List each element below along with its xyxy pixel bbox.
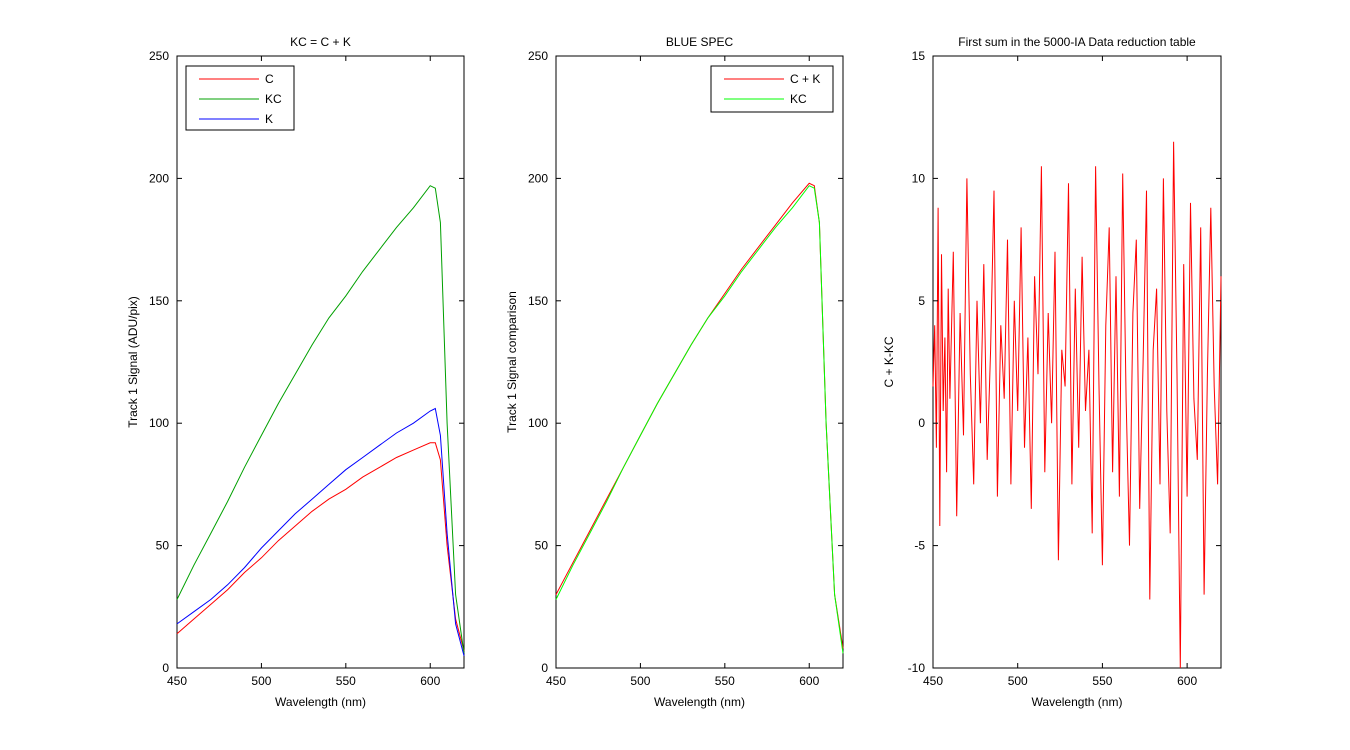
x-tick-label: 600 [799, 674, 819, 688]
y-tick-label: 0 [541, 661, 548, 675]
legend: C KC K [185, 65, 295, 131]
y-tick-label: 250 [149, 49, 169, 63]
legend-label: KC [265, 92, 282, 106]
series-line-kc [555, 185, 844, 654]
axes-box [176, 55, 465, 669]
y-tick-label: 0 [918, 416, 925, 430]
y-tick-label: 100 [528, 416, 548, 430]
y-axis-label: C + K-KC [882, 336, 896, 387]
chart-title: KC = C + K [290, 35, 351, 49]
y-tick-label: 200 [528, 171, 548, 185]
x-tick-label: 500 [251, 674, 271, 688]
chart-title: First sum in the 5000-IA Data reduction … [958, 35, 1196, 49]
legend-label: C [265, 72, 274, 86]
legend: C + K KC [710, 65, 834, 113]
x-tick-label: 600 [420, 674, 440, 688]
series-line-k [176, 407, 465, 656]
y-tick-label: 200 [149, 171, 169, 185]
legend-box [710, 65, 834, 113]
y-tick-label: 50 [535, 539, 549, 553]
x-tick-label: 600 [1177, 674, 1197, 688]
x-tick-label: 550 [336, 674, 356, 688]
y-tick-label: -10 [908, 661, 926, 675]
chart-1: 450 500 550 600 0 50 100 150 200 250 KC = C + K Wav… [126, 35, 465, 709]
legend-label: C + K [790, 72, 820, 86]
x-tick-label: 500 [630, 674, 650, 688]
chart-title: BLUE SPEC [666, 35, 734, 49]
x-tick-label: 550 [1092, 674, 1112, 688]
axes-box [555, 55, 844, 669]
x-tick-label: 500 [1008, 674, 1028, 688]
y-tick-label: 100 [149, 416, 169, 430]
y-tick-label: 50 [156, 539, 170, 553]
x-axis-label: Wavelength (nm) [1032, 695, 1123, 709]
x-tick-label: 450 [923, 674, 943, 688]
y-tick-label: 150 [149, 294, 169, 308]
series-line-kc [176, 185, 465, 654]
x-axis-label: Wavelength (nm) [654, 695, 745, 709]
x-axis-label: Wavelength (nm) [275, 695, 366, 709]
chart-2: 450 500 550 600 0 50 100 150 200 250 BLUE SPEC Wave… [505, 35, 844, 709]
y-tick-label: -5 [914, 539, 925, 553]
legend-label: KC [790, 92, 807, 106]
legend-label: K [265, 112, 273, 126]
y-axis-label: Track 1 Signal comparison [505, 291, 519, 433]
x-tick-label: 450 [546, 674, 566, 688]
y-tick-label: 0 [162, 661, 169, 675]
y-tick-label: 10 [912, 171, 926, 185]
series-line-1 [932, 141, 1222, 669]
x-tick-label: 450 [167, 674, 187, 688]
series-line-c [176, 442, 465, 652]
y-tick-label: 15 [912, 49, 926, 63]
chart-3: 450 500 550 600 -10 -5 0 5 10 15 First sum in the … [882, 35, 1222, 709]
y-axis-label: Track 1 Signal (ADU/pix) [126, 296, 140, 428]
y-tick-label: 150 [528, 294, 548, 308]
y-tick-label: 5 [918, 294, 925, 308]
y-tick-label: 250 [528, 49, 548, 63]
x-tick-label: 550 [715, 674, 735, 688]
